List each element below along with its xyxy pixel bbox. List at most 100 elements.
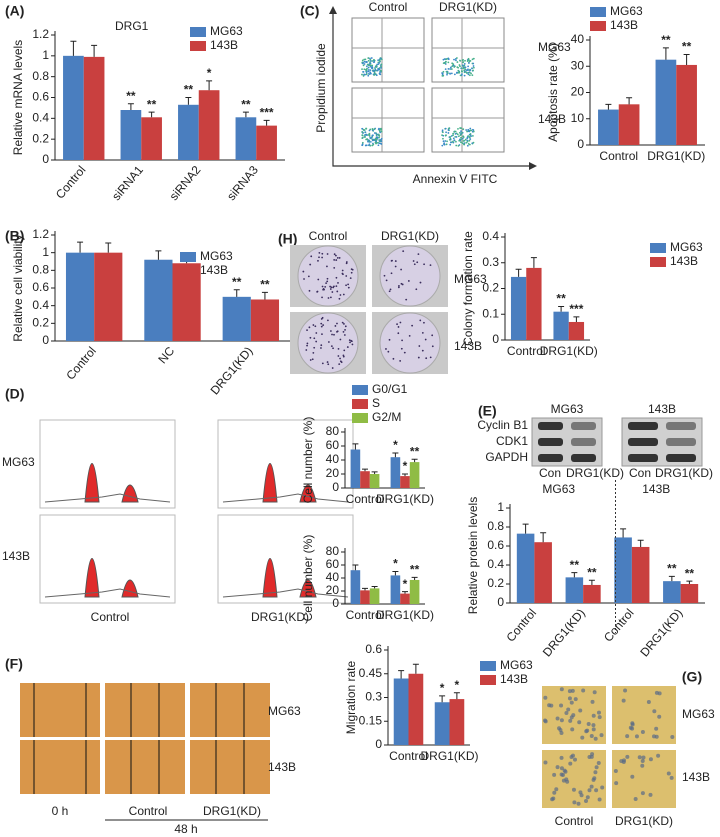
error-bar <box>392 452 399 458</box>
legend-label: G2/M <box>372 410 401 424</box>
colony <box>318 251 321 254</box>
cell <box>559 703 564 708</box>
significance-label: ** <box>556 292 566 306</box>
cell-dot <box>378 135 381 137</box>
protein-label: GAPDH <box>485 450 528 464</box>
cell <box>654 690 659 695</box>
cell-dot <box>361 59 364 62</box>
x-tick-label: DRG1(KD) <box>637 606 685 659</box>
bar <box>449 699 465 745</box>
colony <box>333 333 335 336</box>
significance-label: ** <box>126 89 136 103</box>
colony <box>423 321 425 324</box>
noise <box>44 493 171 503</box>
cell-dot <box>463 143 466 146</box>
error-bar <box>185 97 192 105</box>
cell-dot <box>362 128 365 131</box>
cell-dot <box>371 139 374 142</box>
cell-dot <box>443 62 446 65</box>
cell-dot <box>457 144 460 147</box>
colony <box>399 360 402 362</box>
cell-dot <box>468 143 471 146</box>
cell <box>648 792 653 797</box>
cell <box>633 797 638 802</box>
legend-swatch <box>650 243 666 253</box>
cell-dot <box>449 143 452 146</box>
noise <box>222 588 349 598</box>
colony <box>329 288 332 290</box>
legend-swatch <box>480 675 496 685</box>
scratch-image <box>105 740 185 794</box>
colony <box>312 352 315 354</box>
cell-dot <box>375 134 378 137</box>
colony <box>419 319 422 322</box>
well <box>379 312 441 374</box>
colony <box>412 260 415 262</box>
cell-dot <box>459 74 462 77</box>
bar <box>83 56 105 160</box>
scratch-image <box>190 683 270 737</box>
colony <box>320 347 322 349</box>
error-bar <box>105 242 112 253</box>
cell <box>634 734 639 739</box>
x-tick-label: DRG1(KD) <box>208 344 256 397</box>
bar <box>350 449 361 488</box>
cell-dot <box>376 136 379 139</box>
cell-dot <box>452 132 455 135</box>
x-tick-label: DRG1(KD) <box>540 606 588 659</box>
colony <box>397 326 400 328</box>
cell <box>622 758 627 763</box>
cell-dot <box>375 140 378 143</box>
cell-dot <box>464 66 467 69</box>
histogram-image <box>217 514 354 604</box>
cell-dot <box>464 59 466 62</box>
cell-dot <box>455 140 457 143</box>
cell-dot <box>471 67 473 70</box>
error-bar <box>558 306 565 312</box>
bar <box>526 267 542 340</box>
cell-dot <box>467 69 469 72</box>
colony <box>411 324 414 327</box>
band <box>666 454 696 462</box>
error-bar <box>91 44 98 57</box>
significance-label: ** <box>184 83 194 97</box>
error-bar <box>371 471 378 474</box>
y-axis-label: Relative protein levels <box>466 497 480 614</box>
colony <box>407 280 410 282</box>
cell <box>621 698 626 703</box>
x-tick-label: siRNA2 <box>167 163 204 203</box>
cell <box>587 788 592 793</box>
colony <box>429 264 432 267</box>
cell-dot <box>471 58 474 61</box>
column-label: Control <box>309 229 348 243</box>
cell <box>592 776 597 781</box>
y-tick-label: 0.4 <box>482 229 499 243</box>
x-tick-label: Control <box>507 344 546 358</box>
colony <box>333 259 336 261</box>
x-tick-label: Control <box>601 606 637 645</box>
y-axis-label: Colony formation rate <box>461 231 475 346</box>
legend-label: 143B <box>610 18 638 32</box>
cell-dot <box>361 144 364 147</box>
cell-dot <box>371 127 374 130</box>
x-tick-label: Control <box>346 492 385 506</box>
colony <box>431 345 434 348</box>
cell-dot <box>447 61 450 64</box>
column-label: 0 h <box>52 804 69 818</box>
cell-dot <box>365 71 368 74</box>
colony <box>400 268 403 271</box>
cell-dot <box>366 138 369 140</box>
group-label: 143B <box>642 482 670 496</box>
cell <box>559 718 564 723</box>
significance-label: * <box>440 681 445 695</box>
colony <box>385 279 388 282</box>
cell <box>630 721 635 726</box>
colony <box>344 328 346 331</box>
significance-label: ** <box>410 444 420 458</box>
cell <box>640 729 645 734</box>
bar <box>663 581 681 603</box>
significance-label: ** <box>410 563 420 577</box>
cell <box>657 714 662 719</box>
legend-swatch <box>352 399 368 409</box>
cell-dot <box>378 61 381 64</box>
